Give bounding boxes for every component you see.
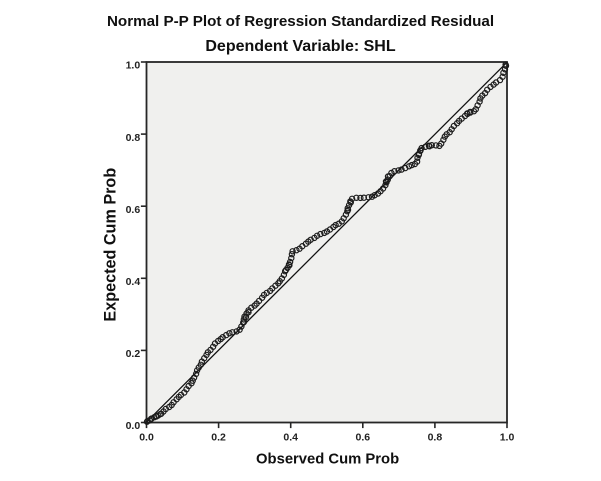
svg-text:0.4: 0.4	[126, 276, 141, 288]
svg-text:1.0: 1.0	[500, 432, 515, 444]
svg-text:0.0: 0.0	[126, 420, 141, 432]
svg-text:0.6: 0.6	[355, 432, 370, 444]
svg-text:1.0: 1.0	[126, 60, 141, 72]
svg-text:0.8: 0.8	[126, 132, 141, 144]
svg-text:0.0: 0.0	[139, 432, 154, 444]
svg-text:0.2: 0.2	[126, 348, 141, 360]
svg-text:0.8: 0.8	[428, 432, 443, 444]
svg-text:0.4: 0.4	[283, 432, 298, 444]
svg-text:0.2: 0.2	[211, 432, 226, 444]
svg-text:Observed Cum Prob: Observed Cum Prob	[256, 451, 399, 467]
svg-text:0.6: 0.6	[126, 204, 141, 216]
svg-text:Expected Cum Prob: Expected Cum Prob	[102, 168, 120, 322]
